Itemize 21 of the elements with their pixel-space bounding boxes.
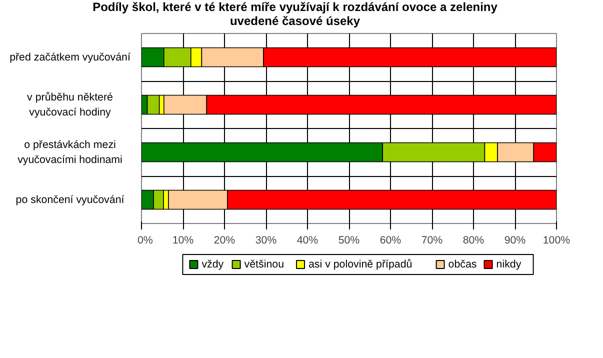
x-tick-label: 100% (542, 234, 571, 246)
legend-label: většinou (244, 258, 284, 270)
x-tick-label: 50% (338, 234, 360, 246)
x-tick-label: 10% (172, 234, 194, 246)
y-tick-label: v průběhu některé vyučovací hodiny (27, 91, 114, 118)
legend-label: občas (448, 258, 477, 270)
x-tick-label: 90% (504, 234, 526, 246)
y-tick-label: o přestávkách mezi vyučovacími hodinami (18, 138, 122, 166)
x-tick-label: 80% (462, 234, 485, 246)
chart-title: Podíly škol, které v té které míře využívají k rozdávání ovoce a zeleniny uvedené časové úseky (92, 0, 498, 29)
legend-label: nikdy (496, 258, 522, 270)
y-tick-label: před začátkem vyučování (10, 51, 130, 64)
x-tick-label: 30% (255, 234, 278, 246)
y-tick-label: po skončení vyučování (16, 194, 124, 206)
x-tick-label: 0% (138, 234, 154, 246)
x-tick-label: 40% (296, 234, 319, 246)
legend-label: asi v polovině případů (308, 258, 412, 270)
x-tick-label: 20% (214, 234, 236, 246)
legend-label: vždy (202, 258, 224, 270)
x-tick-label: 70% (421, 234, 444, 246)
x-tick-label: 60% (380, 234, 402, 246)
